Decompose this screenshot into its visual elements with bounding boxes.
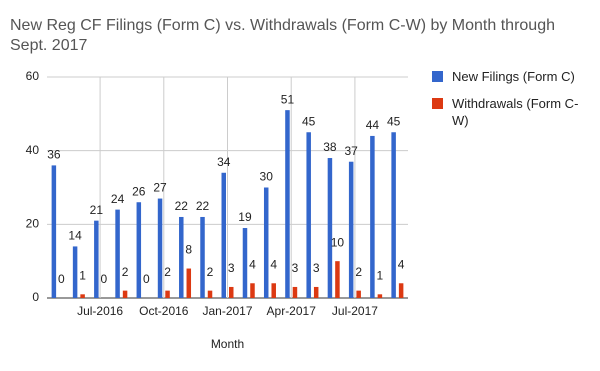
value-label: 3 <box>313 261 320 275</box>
value-label: 37 <box>344 144 358 158</box>
value-label: 0 <box>100 272 107 286</box>
x-axis-label: Month <box>211 337 244 351</box>
x-tick-label: Jan-2017 <box>202 304 252 318</box>
bar <box>242 228 248 298</box>
value-label: 4 <box>249 257 256 271</box>
value-label: 2 <box>122 265 129 279</box>
x-tick-label: Apr-2017 <box>267 304 317 318</box>
bar <box>157 198 163 298</box>
value-label: 45 <box>387 114 401 128</box>
bar <box>263 187 269 298</box>
value-label: 36 <box>47 148 61 162</box>
bar <box>348 161 354 298</box>
value-label: 21 <box>90 203 104 217</box>
bar <box>335 261 340 298</box>
value-label: 22 <box>175 199 189 213</box>
legend: New Filings (Form C) Withdrawals (Form C-… <box>432 68 592 139</box>
bar <box>72 246 78 298</box>
value-label: 3 <box>228 261 235 275</box>
value-label: 51 <box>281 92 295 106</box>
value-label: 1 <box>377 268 384 282</box>
value-label: 2 <box>207 265 214 279</box>
bar <box>370 135 375 298</box>
value-label: 38 <box>323 140 337 154</box>
bar <box>377 294 383 298</box>
bar <box>292 286 298 298</box>
bar <box>221 172 226 298</box>
bar <box>115 209 120 298</box>
bar <box>51 165 57 298</box>
bar <box>391 132 396 298</box>
value-label: 0 <box>58 272 65 286</box>
value-label: 0 <box>143 272 150 286</box>
chart-title: New Reg CF Filings (Form C) vs. Withdraw… <box>10 17 555 54</box>
value-label: 30 <box>260 170 274 184</box>
legend-swatch <box>432 71 443 82</box>
bar <box>250 283 255 298</box>
value-label: 1 <box>79 268 86 282</box>
y-tick-label: 40 <box>26 143 40 157</box>
bar <box>285 110 290 299</box>
y-tick-label: 60 <box>26 69 40 83</box>
bar <box>200 216 205 298</box>
bar <box>356 290 361 298</box>
bar <box>398 283 404 298</box>
bar <box>207 290 213 298</box>
value-label: 3 <box>292 261 299 275</box>
bar <box>186 268 192 298</box>
bar <box>165 290 170 298</box>
value-label: 8 <box>185 243 192 257</box>
bar <box>313 286 319 298</box>
value-label: 26 <box>132 184 146 198</box>
value-label: 10 <box>331 235 345 249</box>
bar <box>94 220 99 298</box>
value-label: 45 <box>302 114 316 128</box>
value-label: 44 <box>366 118 380 132</box>
legend-label: New Filings (Form C) <box>452 69 575 84</box>
x-tick-label: Jul-2016 <box>77 304 123 318</box>
legend-swatch <box>432 98 443 109</box>
bar <box>229 286 234 298</box>
bar <box>136 202 142 298</box>
legend-label: Withdrawals (Form C-W) <box>452 96 579 128</box>
bar <box>122 290 128 298</box>
legend-item: Withdrawals (Form C-W) <box>432 95 592 129</box>
bar <box>327 158 333 298</box>
value-label: 27 <box>153 181 167 195</box>
bar <box>306 132 311 298</box>
legend-item: New Filings (Form C) <box>432 68 592 85</box>
bar <box>271 283 276 298</box>
y-tick-label: 20 <box>26 217 40 231</box>
value-label: 22 <box>196 199 210 213</box>
value-label: 2 <box>355 265 362 279</box>
value-label: 2 <box>164 265 171 279</box>
value-label: 4 <box>270 257 277 271</box>
y-tick-label: 0 <box>32 290 39 304</box>
bar <box>80 294 85 298</box>
value-label: 34 <box>217 155 231 169</box>
bar <box>179 216 184 298</box>
value-label: 19 <box>238 210 252 224</box>
value-label: 4 <box>398 257 405 271</box>
x-tick-label: Jul-2017 <box>332 304 378 318</box>
value-label: 24 <box>111 192 125 206</box>
x-tick-label: Oct-2016 <box>139 304 189 318</box>
value-label: 14 <box>68 229 82 243</box>
